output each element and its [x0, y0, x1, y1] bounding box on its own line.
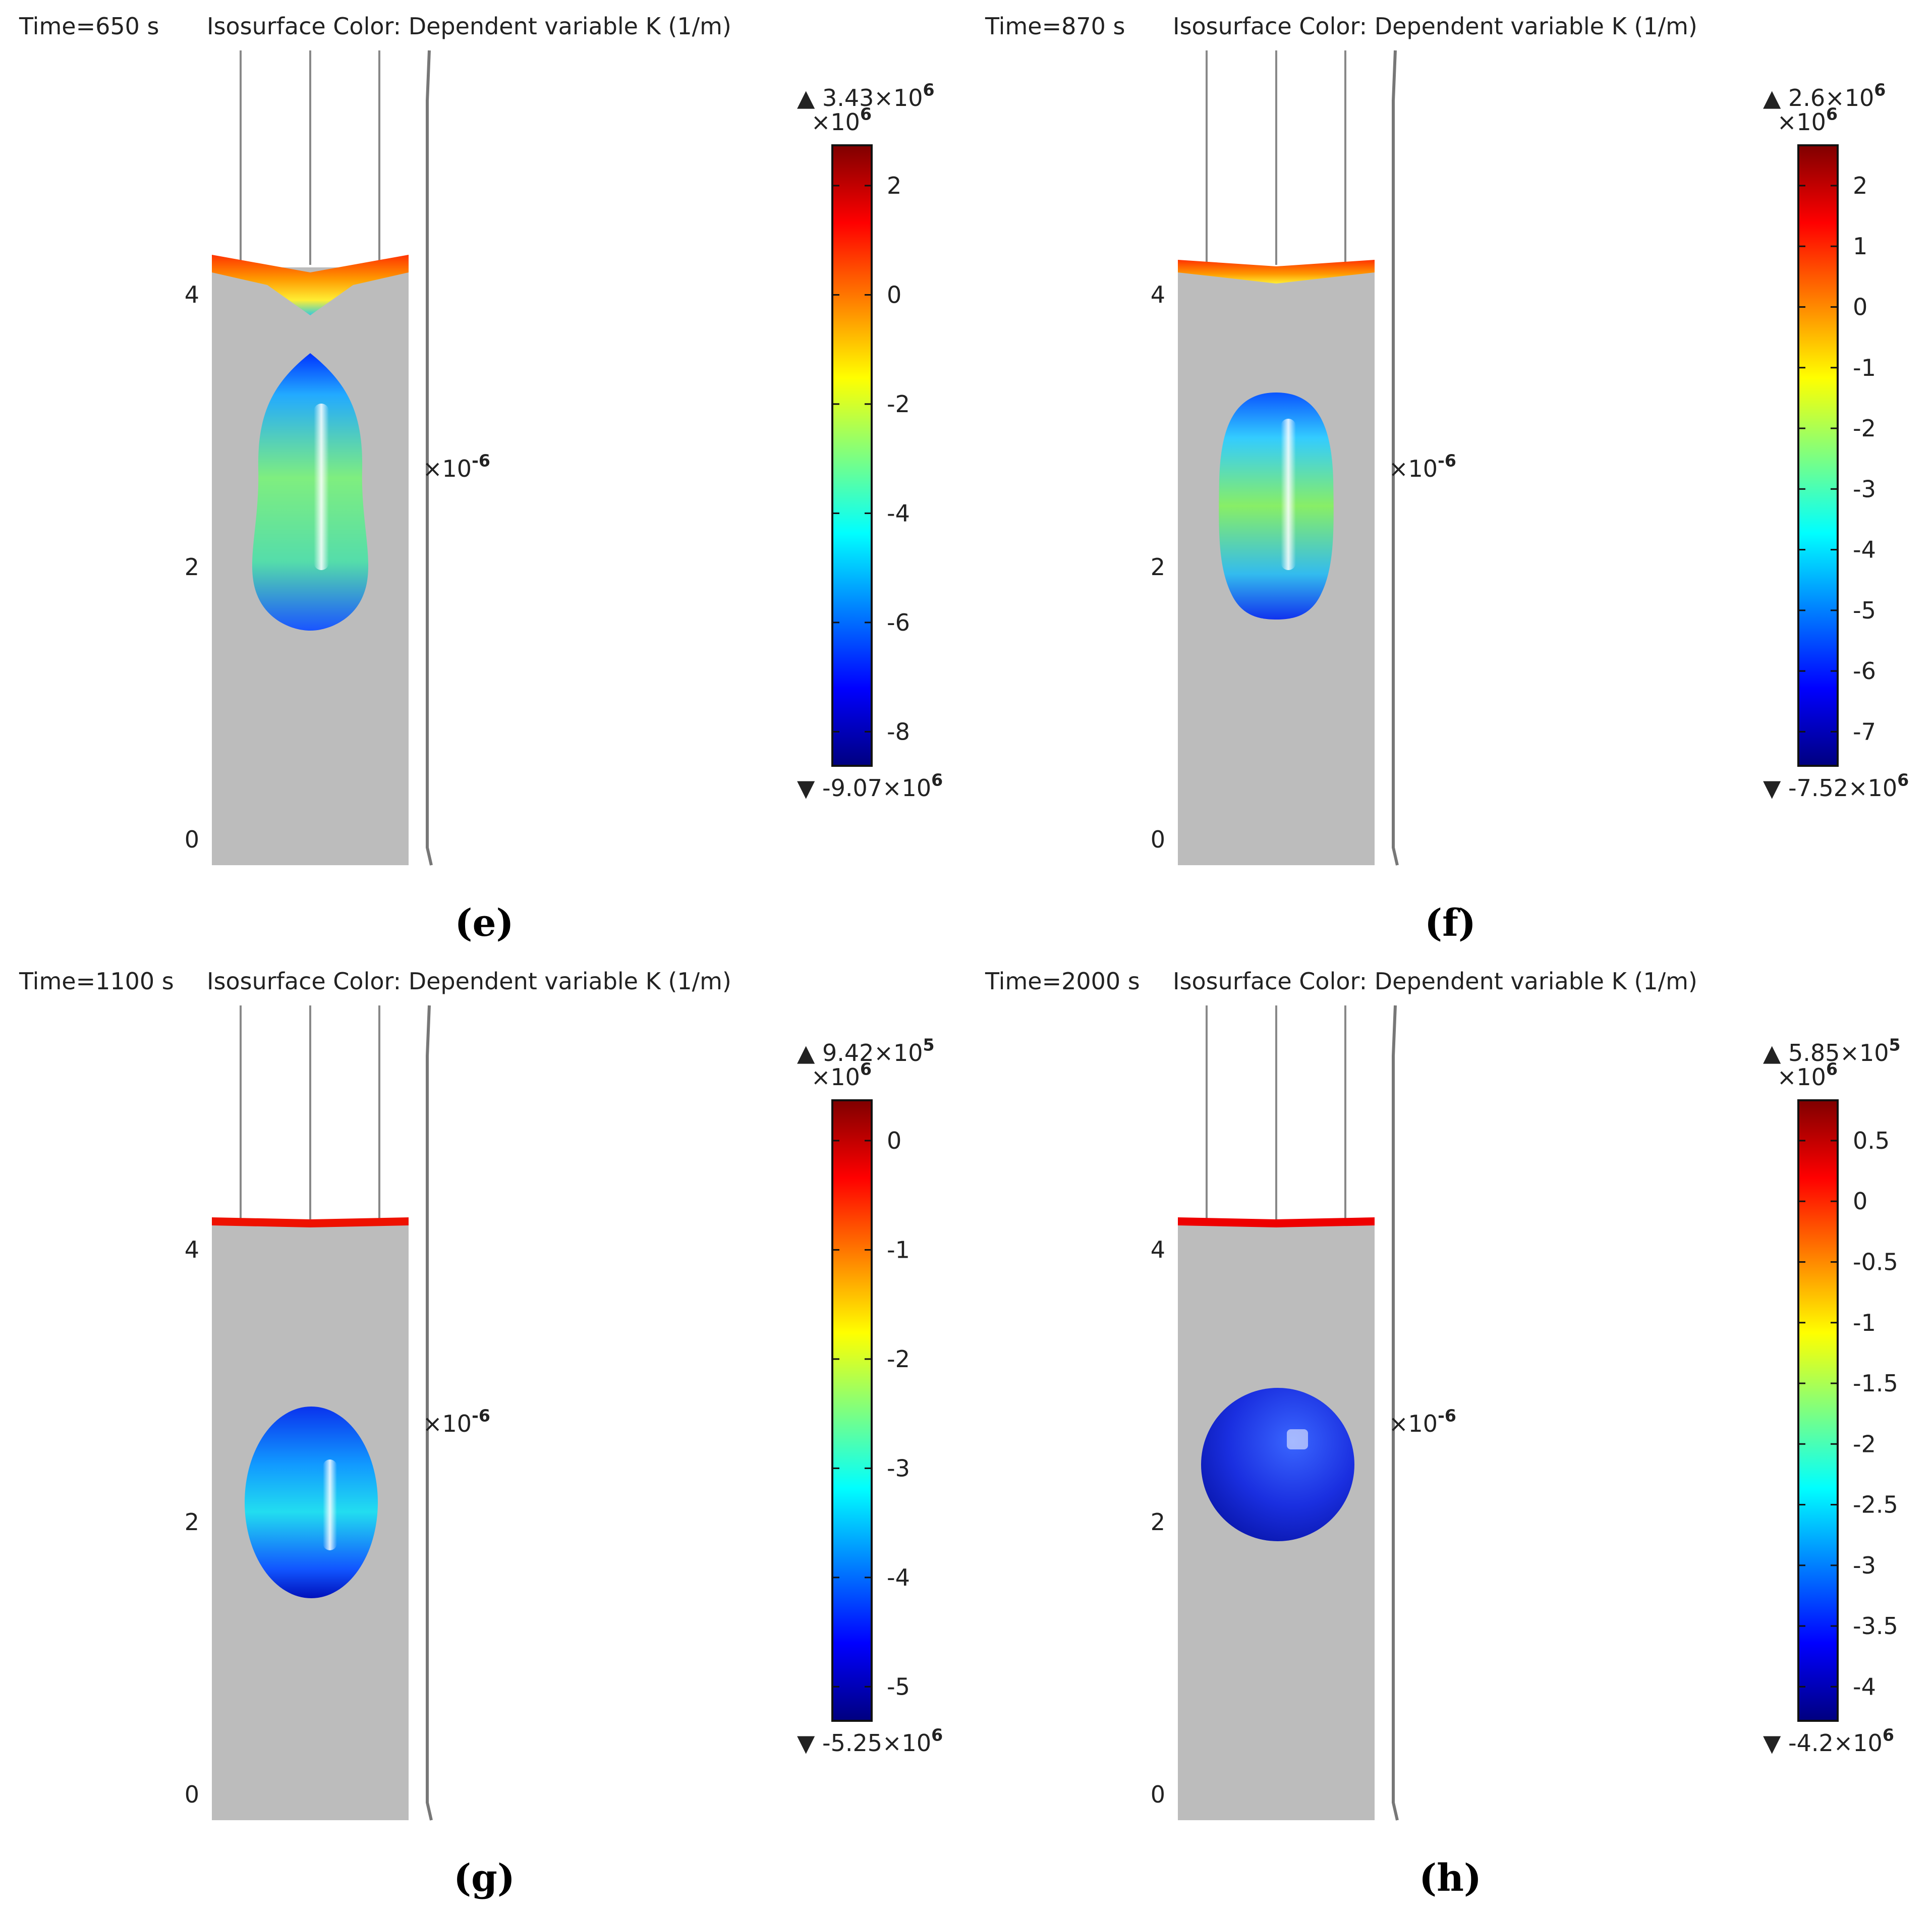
colorbar-tick-label: -1: [887, 1236, 910, 1263]
colorbar-tick-label: -7: [1853, 718, 1876, 745]
colorbar: [1797, 144, 1839, 767]
colorbar-tick-label: 2: [887, 172, 901, 199]
y-tick-label: 2: [1151, 1508, 1165, 1536]
colorbar-tick-label: -3.5: [1853, 1612, 1898, 1640]
colorbar-tick-label: -4: [1853, 536, 1876, 564]
colorbar-min-label: ▼ -5.25×106: [797, 1725, 943, 1757]
y-tick-label: 2: [185, 1508, 199, 1536]
colorbar-max-label: ▲ 5.85×105: [1763, 1035, 1901, 1066]
colorbar-max-label: ▲ 2.6×106: [1763, 80, 1886, 111]
panel-e: Time=650 s Isosurface Color: Dependent va…: [19, 13, 943, 945]
colorbar-tick-label: 0: [1853, 1188, 1867, 1215]
colorbar-tick-label: -3: [887, 1454, 910, 1482]
time-label: Time=650 s: [19, 13, 159, 40]
panels-container: Time=650 s Isosurface Color: Dependent va…: [19, 13, 1909, 1900]
colorbar-tick-label: -2: [1853, 415, 1876, 442]
y-tick-label: 4: [185, 1236, 199, 1263]
colorbar-tick-label: -2: [1853, 1430, 1876, 1457]
y-tick-label: 0: [1151, 1781, 1165, 1808]
isosurface-title: Isosurface Color: Dependent variable K (…: [1173, 13, 1697, 40]
droplet-highlight: [1287, 1429, 1308, 1449]
colorbar-min-label: ▼ -7.52×106: [1763, 770, 1909, 802]
interface-surface: [212, 255, 409, 315]
y-tick-label: 0: [1151, 826, 1165, 853]
droplet-highlight: [323, 1459, 337, 1550]
colorbar-tick-label: -6: [887, 609, 910, 636]
colorbar-tick-label: -0.5: [1853, 1248, 1898, 1275]
panel-label: (f): [1425, 902, 1476, 945]
colorbar: [1797, 1099, 1839, 1722]
colorbar: [831, 144, 873, 767]
colorbar-tick-label: -1: [1853, 1309, 1876, 1336]
colorbar-min-label: ▼ -4.2×106: [1763, 1725, 1894, 1757]
colorbar-tick-label: -5: [1853, 597, 1876, 624]
interface-surface: [1178, 260, 1375, 284]
colorbar-tick-label: -4: [1853, 1673, 1876, 1700]
colorbar-tick-label: -2: [887, 390, 910, 418]
droplet: [245, 1407, 378, 1598]
colorbar-unit: ×106: [811, 1059, 872, 1091]
panel-label: (g): [453, 1857, 515, 1900]
isosurface-title: Isosurface Color: Dependent variable K (…: [1173, 968, 1697, 995]
panel-label: (h): [1419, 1857, 1482, 1900]
y-tick-label: 4: [185, 281, 199, 308]
panel-f: Time=870 s Isosurface Color: Dependent va…: [985, 13, 1909, 945]
colorbar-min-label: ▼ -9.07×106: [797, 770, 943, 802]
colorbar-max-label: ▲ 9.42×105: [797, 1035, 935, 1066]
isosurface-title: Isosurface Color: Dependent variable K (…: [207, 13, 731, 40]
colorbar-tick-label: 2: [1853, 172, 1867, 199]
axis-multiplier: ×10-6: [423, 1406, 490, 1437]
time-label: Time=870 s: [985, 13, 1125, 40]
colorbar-tick-label: -1.5: [1853, 1370, 1898, 1397]
isosurface-title: Isosurface Color: Dependent variable K (…: [207, 968, 731, 995]
droplet-highlight: [1281, 419, 1296, 570]
colorbar-tick-label: -3: [1853, 1552, 1876, 1579]
droplet: [1201, 1388, 1354, 1541]
panel-h: Time=2000 s Isosurface Color: Dependent v…: [985, 968, 1901, 1900]
interface-surface: [1178, 1217, 1375, 1227]
y-tick-label: 2: [1151, 553, 1165, 581]
axis-rule: [1392, 1005, 1399, 1821]
colorbar: [831, 1099, 873, 1722]
colorbar-tick-label: -1: [1853, 354, 1876, 381]
colorbar-tick-label: -2: [887, 1345, 910, 1373]
colorbar-tick-label: 0.5: [1853, 1127, 1890, 1154]
y-tick-label: 4: [1151, 281, 1165, 308]
colorbar-tick-label: 0: [887, 1127, 901, 1154]
droplet-highlight: [314, 404, 329, 570]
time-label: Time=1100 s: [19, 968, 174, 995]
droplet: [252, 353, 369, 631]
colorbar-tick-label: 0: [887, 281, 901, 308]
colorbar-tick-label: 1: [1853, 233, 1867, 260]
colorbar-tick-label: -4: [887, 1564, 910, 1591]
axis-rule: [426, 50, 433, 866]
colorbar-tick-label: -8: [887, 718, 910, 745]
axis-multiplier: ×10-6: [423, 451, 490, 482]
colorbar-tick-label: -2.5: [1853, 1491, 1898, 1519]
interface-surface: [212, 1217, 409, 1227]
axis-multiplier: ×10-6: [1389, 1406, 1456, 1437]
y-tick-label: 0: [185, 826, 199, 853]
axis-multiplier: ×10-6: [1389, 451, 1456, 482]
colorbar-unit: ×106: [811, 104, 872, 136]
panel-g: Time=1100 s Isosurface Color: Dependent v…: [19, 968, 943, 1900]
colorbar-tick-label: -3: [1853, 475, 1876, 502]
y-tick-label: 2: [185, 553, 199, 581]
colorbar-tick-label: -6: [1853, 657, 1876, 685]
colorbar-unit: ×106: [1777, 104, 1838, 136]
axis-rule: [1392, 50, 1399, 866]
y-tick-label: 4: [1151, 1236, 1165, 1263]
colorbar-unit: ×106: [1777, 1059, 1838, 1091]
time-label: Time=2000 s: [985, 968, 1140, 995]
y-tick-label: 0: [185, 1781, 199, 1808]
colorbar-tick-label: -4: [887, 499, 910, 527]
colorbar-tick-label: 0: [1853, 293, 1867, 320]
panel-label: (e): [454, 902, 514, 945]
axis-rule: [426, 1005, 433, 1821]
colorbar-tick-label: -5: [887, 1673, 910, 1700]
droplet: [1219, 392, 1334, 620]
colorbar-max-label: ▲ 3.43×106: [797, 80, 935, 111]
